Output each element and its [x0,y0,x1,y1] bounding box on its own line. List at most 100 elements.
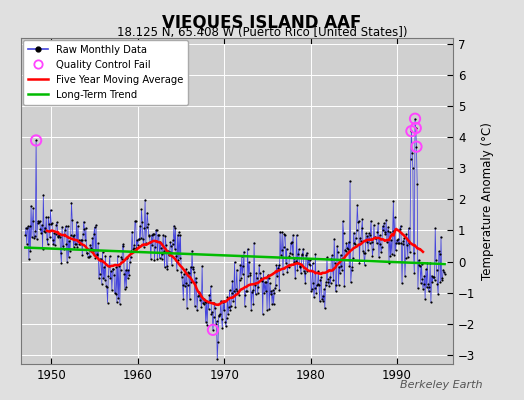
Point [239,262,247,269]
Point [270,290,278,296]
Point [225,304,233,310]
Point [166,239,174,246]
Point [97,280,106,287]
Point [257,275,266,281]
Point [69,233,77,240]
Point [403,254,412,260]
Point [277,252,285,258]
Point [367,218,375,224]
Point [358,216,366,222]
Point [209,327,217,333]
Point [241,292,249,298]
Point [240,248,248,255]
Point [53,219,61,226]
Point [252,269,260,276]
Point [325,274,334,280]
Point [248,288,256,295]
Point [396,223,405,229]
Point [412,144,421,150]
Point [371,233,379,240]
Point [296,263,304,269]
Point [391,247,400,254]
Point [176,232,184,238]
Point [407,128,416,134]
Point [373,240,381,247]
Point [59,243,67,249]
Point [192,279,201,285]
Point [344,246,352,253]
Point [293,266,302,273]
Point [211,305,219,311]
Point [204,298,212,305]
Point [243,246,252,252]
Point [63,259,71,265]
Point [269,287,277,293]
Point [368,252,377,259]
Point [376,240,385,247]
Point [90,231,98,237]
Point [337,263,346,270]
Point [134,236,143,242]
Point [47,220,56,227]
Point [171,224,180,231]
Point [196,293,205,299]
Point [149,230,157,237]
Point [194,288,203,295]
Point [255,262,264,268]
Point [439,266,447,273]
Point [145,233,154,240]
Point [394,240,402,246]
Point [432,257,440,264]
Point [249,301,257,307]
Point [111,291,119,297]
Point [271,282,280,288]
Point [392,240,400,246]
Point [433,280,442,287]
Point [421,296,429,302]
Point [26,248,35,254]
Point [349,255,357,262]
Point [397,240,406,246]
Point [124,267,133,273]
Point [199,300,208,307]
Point [105,263,113,269]
Point [216,310,224,317]
Point [159,232,167,238]
Point [119,241,128,247]
Point [300,268,308,274]
Point [440,269,448,275]
Point [318,296,326,302]
Point [329,266,337,273]
Point [323,276,332,282]
Point [90,224,99,230]
Point [401,255,410,262]
Point [385,260,393,266]
Point [409,165,417,172]
Point [132,245,140,251]
Point [44,214,52,221]
Point [289,232,297,238]
Point [163,266,172,272]
Point [126,253,135,260]
Point [153,256,161,262]
Point [93,251,102,258]
Point [354,219,362,225]
Point [40,224,49,231]
Point [107,268,115,274]
Point [173,232,182,238]
Point [197,304,205,310]
Point [330,236,339,242]
Point [101,276,109,283]
Point [89,248,97,254]
Point [49,237,57,244]
Point [123,255,131,261]
Point [46,206,54,213]
Point [95,270,104,277]
Point [328,252,336,259]
Point [152,227,160,234]
Point [418,276,427,282]
Point [118,242,127,249]
Point [347,267,356,273]
Point [413,181,421,187]
Point [67,199,75,206]
